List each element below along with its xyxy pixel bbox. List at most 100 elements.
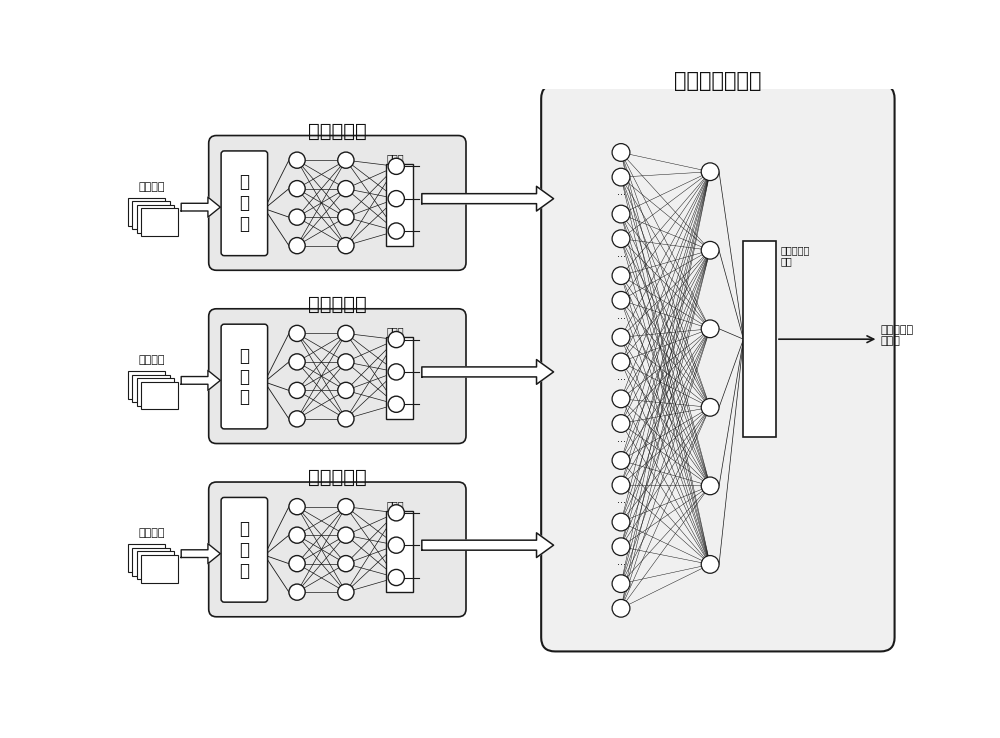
Text: 嵌入式设备: 嵌入式设备 [308,295,367,314]
Circle shape [388,158,404,174]
Polygon shape [422,187,554,211]
Text: 嵌入式设备: 嵌入式设备 [308,122,367,141]
Bar [386,337,413,419]
Bar [141,382,178,410]
Circle shape [701,556,719,573]
Text: ···: ··· [616,252,626,262]
Circle shape [289,181,305,197]
Circle shape [612,476,630,494]
Text: 预
处
理: 预 处 理 [239,173,249,233]
Circle shape [612,599,630,617]
FancyBboxPatch shape [221,324,268,429]
Circle shape [338,325,354,342]
Circle shape [338,527,354,543]
Polygon shape [181,544,220,564]
Bar [128,371,165,399]
Circle shape [388,364,404,380]
Bar [132,375,170,402]
Bar [386,164,413,246]
Circle shape [612,353,630,370]
Text: ···: ··· [616,190,626,201]
Text: ···: ··· [616,314,626,324]
Circle shape [338,499,354,515]
Text: 嵌入式设备: 嵌入式设备 [308,469,367,487]
Text: 池化层: 池化层 [387,500,405,510]
Polygon shape [422,533,554,557]
Circle shape [338,181,354,197]
Circle shape [388,331,404,348]
FancyBboxPatch shape [221,497,268,602]
Text: ···: ··· [616,499,626,508]
Circle shape [289,209,305,225]
Circle shape [338,354,354,370]
Circle shape [701,241,719,259]
Bar [386,511,413,592]
Circle shape [701,477,719,494]
Text: 图像序列: 图像序列 [138,355,165,365]
Circle shape [612,538,630,556]
FancyBboxPatch shape [221,151,268,255]
Circle shape [338,411,354,427]
Circle shape [388,190,404,207]
Circle shape [388,223,404,239]
Circle shape [612,230,630,247]
Text: 池化层: 池化层 [387,154,405,163]
Circle shape [612,267,630,285]
Circle shape [612,328,630,346]
Circle shape [612,452,630,469]
Bar [132,201,170,229]
Text: ···: ··· [616,437,626,447]
Circle shape [338,584,354,600]
Bar [141,208,178,236]
FancyBboxPatch shape [541,85,895,652]
FancyBboxPatch shape [209,136,466,270]
Text: ···: ··· [616,560,626,570]
Circle shape [289,325,305,342]
Text: 行为分析判
别结果: 行为分析判 别结果 [881,325,914,346]
Circle shape [289,584,305,600]
Circle shape [612,575,630,593]
Circle shape [289,382,305,399]
Circle shape [701,399,719,416]
Circle shape [612,390,630,407]
Text: 预
处
理: 预 处 理 [239,347,249,407]
Polygon shape [422,359,554,384]
Text: 损失函数判
别层: 损失函数判 别层 [781,245,810,266]
Polygon shape [181,370,220,390]
Circle shape [612,144,630,162]
Text: 智能判别服务器: 智能判别服务器 [674,71,762,91]
FancyBboxPatch shape [209,482,466,617]
Bar [132,548,170,576]
Circle shape [289,499,305,515]
FancyBboxPatch shape [209,308,466,444]
Circle shape [701,320,719,338]
Text: ···: ··· [616,376,626,385]
Circle shape [289,152,305,168]
Circle shape [338,152,354,168]
Circle shape [338,209,354,225]
Text: 图像序列: 图像序列 [138,182,165,192]
Circle shape [289,238,305,254]
Bar [128,545,165,572]
Bar [743,241,776,438]
Circle shape [289,354,305,370]
Circle shape [289,556,305,572]
Text: 池化层: 池化层 [387,326,405,337]
Circle shape [388,570,404,585]
Bar [128,198,165,226]
Circle shape [289,411,305,427]
Circle shape [612,415,630,432]
Circle shape [338,238,354,254]
Circle shape [701,163,719,181]
Circle shape [388,396,404,413]
Bar [141,555,178,582]
Circle shape [612,292,630,309]
Bar [137,378,174,406]
Polygon shape [181,197,220,217]
Circle shape [612,513,630,531]
Circle shape [338,382,354,399]
Text: 预
处
理: 预 处 理 [239,520,249,579]
Text: 图像序列: 图像序列 [138,528,165,538]
Circle shape [338,556,354,572]
Circle shape [612,205,630,223]
